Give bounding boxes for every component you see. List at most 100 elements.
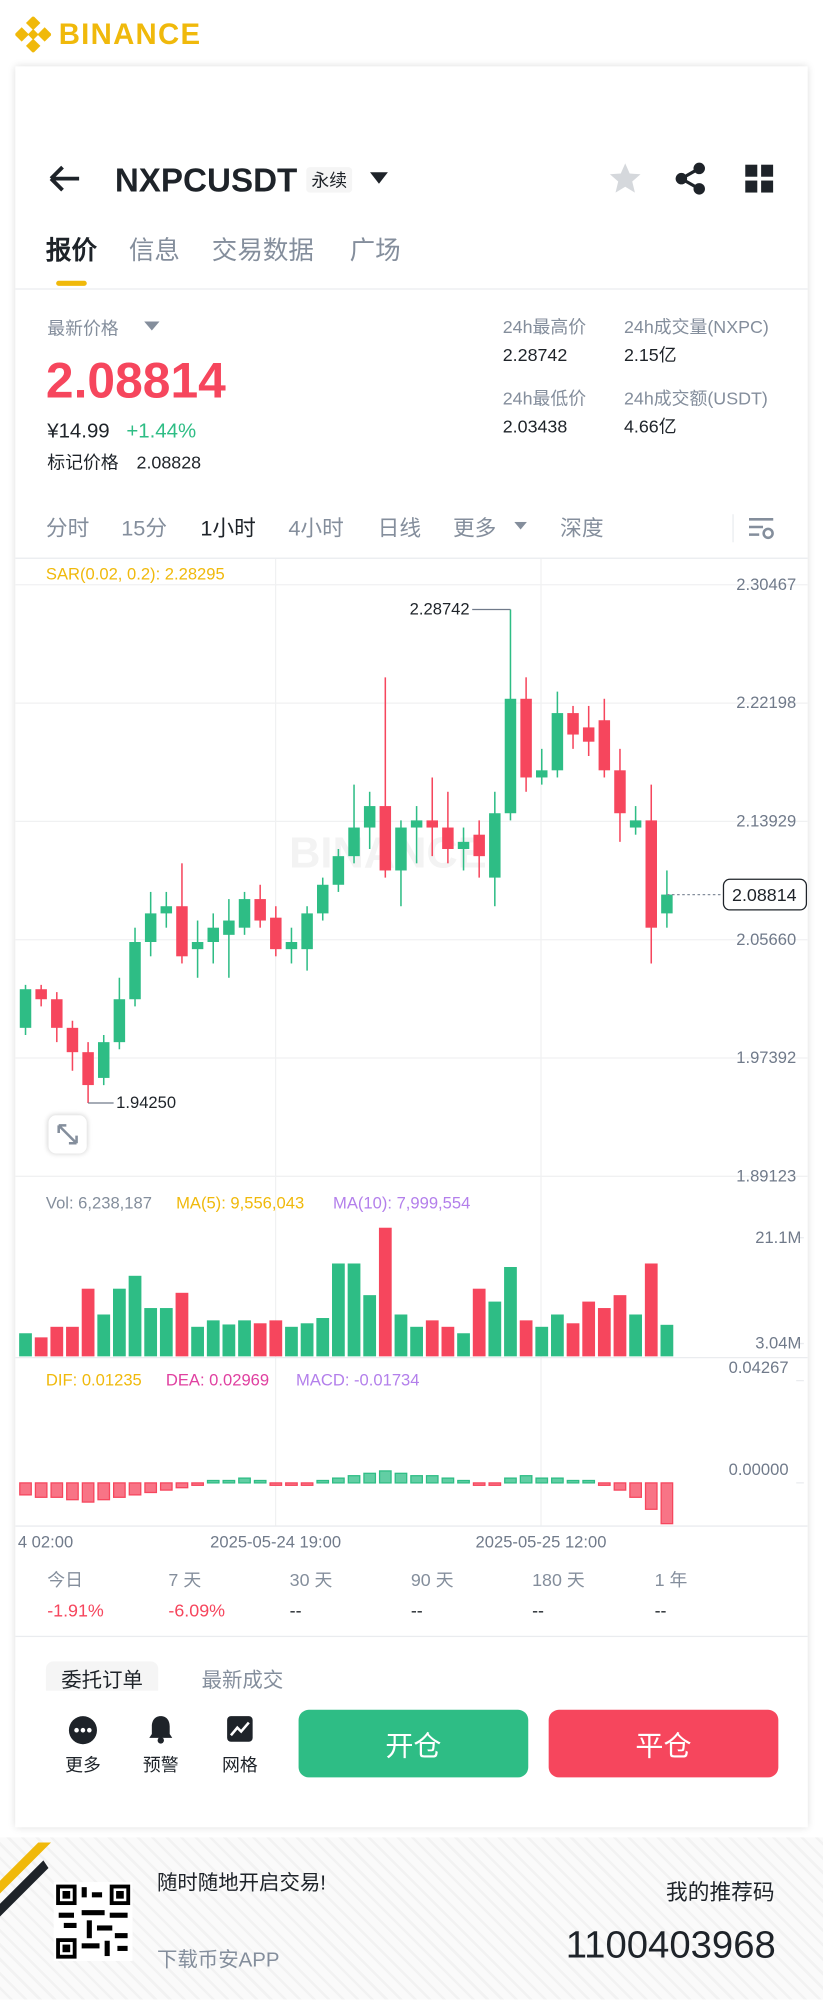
footer-bg	[0, 1837, 823, 2000]
volume-bar	[363, 1295, 377, 1357]
macd-bar	[206, 1479, 220, 1484]
macd-bar	[457, 1479, 470, 1484]
period-change: --	[654, 1600, 667, 1621]
interval[interactable]: 分时	[45, 516, 90, 541]
y-tick-label: 0.00000	[729, 1460, 789, 1479]
macd-bar	[613, 1482, 627, 1491]
legend-label: MA(5): 9,556,043	[176, 1193, 304, 1212]
indicator-label: SAR(0.02, 0.2): 2.28295	[46, 564, 225, 583]
macd-bar	[347, 1475, 361, 1484]
volume-bar	[551, 1314, 564, 1357]
candle-body	[629, 820, 642, 828]
y-tick-label: 2.30467	[736, 575, 796, 594]
favorite-button[interactable]	[609, 162, 642, 195]
price-change: +1.44%	[126, 421, 197, 443]
divider	[15, 1635, 808, 1638]
interval[interactable]: 4小时	[288, 516, 344, 541]
volume-bar	[488, 1301, 502, 1357]
back-button[interactable]	[46, 163, 82, 194]
volume-bar	[519, 1320, 533, 1357]
macd-bar	[128, 1482, 142, 1496]
volume-bar	[238, 1320, 251, 1357]
candle-body	[520, 698, 532, 778]
stat-label: 24h成交量(NXPC)	[623, 316, 769, 337]
macd-bar	[472, 1482, 486, 1486]
candle-body	[410, 820, 423, 828]
close-button[interactable]: 平仓	[548, 1709, 779, 1778]
menu-button[interactable]	[745, 164, 774, 193]
qr-code	[53, 1882, 133, 1962]
card	[15, 66, 808, 1828]
order-tab[interactable]: 最新成交	[201, 1670, 284, 1692]
interval[interactable]: 深度	[560, 516, 604, 541]
action-label[interactable]: 预警	[142, 1754, 179, 1775]
macd-bar	[316, 1479, 330, 1484]
fullscreen-button[interactable]	[48, 1115, 87, 1154]
action-label[interactable]: 更多	[65, 1754, 101, 1775]
candle-body	[348, 827, 360, 857]
interval[interactable]: 更多	[452, 516, 497, 541]
symbol-dropdown[interactable]	[369, 171, 389, 186]
macd-bar	[66, 1482, 79, 1501]
tab[interactable]: 报价	[45, 237, 97, 266]
slogan: 随时随地开启交易!	[156, 1873, 326, 1895]
chart-settings[interactable]	[748, 517, 776, 540]
volume-bar	[566, 1323, 580, 1357]
interval[interactable]: 日线	[377, 516, 422, 541]
more-icon[interactable]	[68, 1715, 99, 1746]
share-button[interactable]	[674, 162, 707, 195]
volume-bar	[441, 1326, 455, 1357]
candle-body	[191, 941, 204, 950]
interval[interactable]: 15分	[121, 516, 168, 541]
legend-label: MA(10): 7,999,554	[333, 1193, 470, 1212]
macd-bar	[332, 1477, 345, 1484]
separator	[732, 514, 734, 543]
action-label[interactable]: 网格	[222, 1754, 258, 1775]
legend-label: MACD: -0.01734	[296, 1371, 419, 1390]
candle-body	[442, 827, 454, 850]
alert-icon[interactable]	[145, 1714, 176, 1745]
macd-bar	[410, 1475, 423, 1484]
period-label: 90 天	[410, 1569, 454, 1590]
mark-price-label: 标记价格	[47, 451, 119, 473]
candle-body	[551, 713, 564, 771]
stat-value: 2.28742	[502, 344, 568, 365]
volume-bar	[19, 1333, 32, 1357]
y-tick-label: 3.04M	[755, 1334, 801, 1353]
macd-bar	[597, 1482, 611, 1486]
volume-bar	[410, 1326, 423, 1357]
volume-bar	[159, 1308, 173, 1357]
tab[interactable]: 交易数据	[211, 237, 314, 266]
tab[interactable]: 信息	[128, 237, 180, 266]
y-tick-label: 1.89123	[736, 1166, 796, 1185]
open-button[interactable]: 开仓	[298, 1709, 529, 1778]
price-dropdown[interactable]	[144, 321, 160, 333]
period-label: 今日	[47, 1569, 83, 1590]
candle-body	[473, 834, 485, 857]
candle-body	[395, 827, 407, 871]
interval[interactable]: 1小时	[200, 516, 256, 541]
candle-body	[207, 927, 219, 942]
tab[interactable]: 广场	[349, 237, 401, 266]
divider	[15, 288, 808, 290]
contract-tag: 永续	[306, 167, 353, 193]
macd-bar	[50, 1482, 64, 1498]
macd-bar	[504, 1477, 517, 1484]
macd-bar	[253, 1479, 267, 1484]
y-tick-label: 1.97392	[736, 1048, 796, 1067]
grid-icon[interactable]	[225, 1714, 256, 1745]
volume-bar	[613, 1295, 627, 1357]
download-link[interactable]: 下载币安APP	[156, 1949, 280, 1972]
volume-bar	[285, 1326, 298, 1357]
macd-bar	[238, 1477, 251, 1484]
candle-body	[457, 841, 470, 850]
last-price-box	[722, 878, 808, 911]
more-dropdown[interactable]	[514, 521, 527, 532]
macd-bar	[191, 1482, 204, 1486]
chart: 2.30467 2.22198 2.13929 2.05660 1.97392 1.891…	[15, 558, 808, 1552]
volume-bar	[300, 1323, 314, 1357]
macd-bar	[425, 1475, 439, 1484]
candle-body	[113, 999, 126, 1043]
volume-bar	[316, 1318, 330, 1357]
